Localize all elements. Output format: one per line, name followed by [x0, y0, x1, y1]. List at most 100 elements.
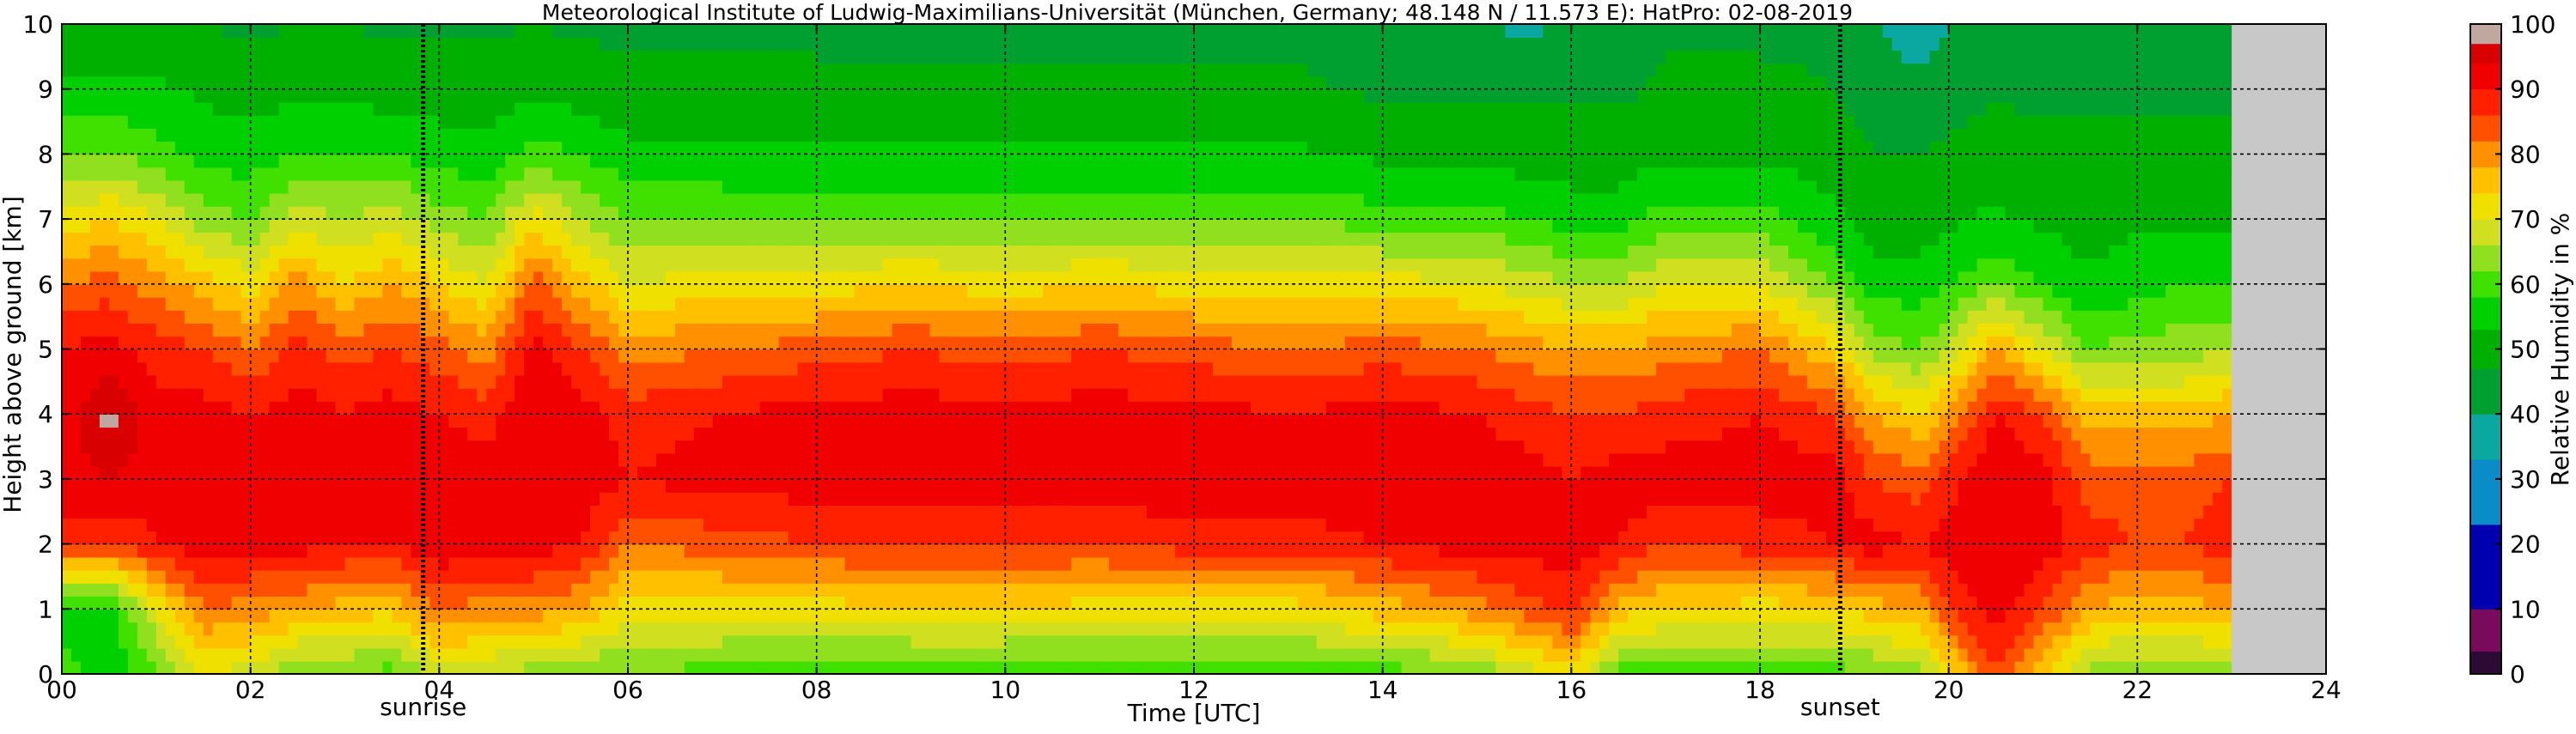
rh-cell [655, 492, 667, 506]
rh-cell [165, 374, 176, 389]
rh-cell [316, 323, 327, 337]
rh-cell [712, 518, 723, 532]
rh-cell [543, 114, 553, 129]
rh-cell [458, 232, 469, 246]
rh-cell [646, 583, 657, 597]
rh-cell [910, 114, 922, 129]
rh-cell [496, 440, 507, 454]
rh-cell [344, 387, 356, 402]
rh-cell [486, 192, 497, 207]
rh-cell [948, 531, 959, 545]
rh-cell [807, 50, 818, 64]
rh-cell [674, 232, 685, 246]
rh-cell [363, 647, 375, 662]
rh-cell [259, 387, 271, 402]
rh-cell [825, 310, 837, 325]
rh-cell [297, 245, 308, 259]
rh-cell [155, 622, 167, 636]
rh-cell [288, 492, 299, 506]
rh-cell [392, 88, 403, 103]
rh-cell [458, 518, 469, 532]
rh-cell [543, 154, 553, 168]
rh-cell [269, 219, 280, 234]
rh-cell [835, 622, 846, 636]
rh-cell [844, 283, 856, 298]
rh-cell [816, 634, 827, 649]
rh-cell [882, 336, 893, 350]
rh-cell [448, 310, 460, 325]
rh-cell [873, 101, 884, 116]
rh-cell [401, 296, 412, 311]
rh-cell [703, 114, 714, 129]
rh-cell [920, 205, 931, 220]
rh-cell [363, 543, 375, 558]
rh-cell [750, 88, 761, 103]
rh-cell [439, 401, 450, 415]
rh-cell [854, 258, 865, 272]
rh-cell [70, 452, 82, 467]
rh-cell [863, 440, 874, 454]
rh-cell [212, 478, 223, 493]
rh-cell [571, 167, 582, 181]
rh-cell [222, 387, 233, 402]
rh-cell [429, 609, 441, 623]
rh-cell [759, 349, 770, 363]
rh-cell [882, 283, 893, 298]
rh-cell [269, 245, 280, 259]
rh-cell [515, 440, 525, 454]
rh-cell [288, 440, 299, 454]
rh-cell [392, 154, 403, 168]
rh-cell [571, 440, 582, 454]
rh-cell [439, 427, 450, 441]
rh-cell [581, 505, 591, 519]
rh-cell [278, 154, 289, 168]
rh-cell [99, 179, 110, 194]
rh-cell [712, 101, 723, 116]
rh-cell [901, 141, 912, 155]
rh-cell [967, 270, 978, 285]
rh-cell [835, 88, 846, 103]
rh-cell [967, 296, 978, 311]
rh-cell [108, 141, 119, 155]
rh-cell [382, 167, 393, 181]
rh-cell [797, 518, 808, 532]
rh-cell [326, 440, 337, 454]
rh-cell [146, 310, 157, 325]
rh-cell [552, 37, 563, 52]
rh-cell [986, 219, 997, 234]
rh-cell [892, 258, 903, 272]
rh-cell [835, 179, 846, 194]
rh-cell [929, 609, 941, 623]
rh-cell [203, 349, 214, 363]
rh-cell [62, 258, 72, 272]
rh-cell [411, 452, 422, 467]
rh-cell [628, 192, 638, 207]
rh-cell [99, 114, 110, 129]
rh-cell [439, 270, 450, 285]
rh-cell [184, 270, 195, 285]
rh-cell [769, 88, 780, 103]
rh-cell [467, 63, 478, 77]
rh-cell [703, 622, 714, 636]
rh-cell [807, 114, 818, 129]
rh-cell [137, 401, 148, 415]
rh-cell [674, 427, 685, 441]
rh-cell [448, 167, 460, 181]
rh-cell [165, 440, 176, 454]
rh-cell [948, 63, 959, 77]
rh-cell [155, 518, 167, 532]
rh-cell [99, 76, 110, 90]
rh-cell [684, 76, 695, 90]
rh-cell [137, 569, 148, 584]
rh-cell [797, 50, 808, 64]
rh-cell [496, 660, 507, 675]
rh-cell [731, 50, 742, 64]
rh-cell [212, 219, 223, 234]
rh-cell [62, 101, 72, 116]
rh-cell [939, 245, 950, 259]
rh-cell [892, 154, 903, 168]
rh-cell [552, 283, 563, 298]
rh-cell [873, 609, 884, 623]
rh-cell [62, 63, 72, 77]
rh-cell [448, 622, 460, 636]
